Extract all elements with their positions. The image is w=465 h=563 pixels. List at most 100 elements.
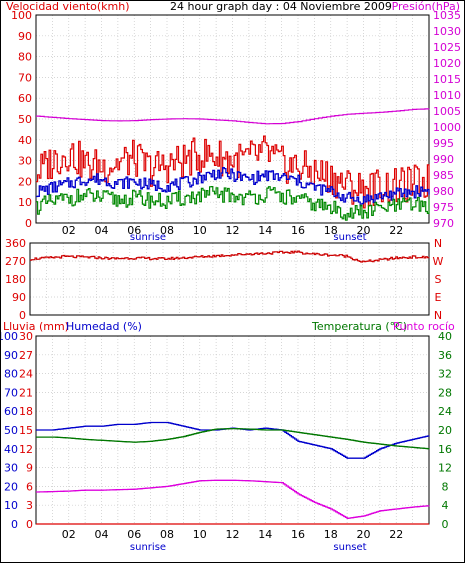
- p2-y-tick-right: N: [434, 237, 442, 250]
- p1-x-tick: 22: [389, 224, 403, 237]
- p3-y-tick-humidity: 10: [4, 499, 18, 512]
- p3-y-tick-right: 8: [442, 480, 449, 493]
- p1-series-m-nima: [36, 186, 430, 221]
- p3-y-tick-right: 16: [438, 443, 452, 456]
- p1-x-tick: 20: [357, 224, 371, 237]
- p1-y-tick-left: 30: [18, 155, 32, 168]
- p3-x-tick: 14: [258, 528, 272, 541]
- p3-y-tick-right: 12: [438, 462, 452, 475]
- p3-y-tick-humidity: 50: [4, 424, 18, 437]
- p1-y-tick-left: 10: [18, 196, 32, 209]
- p1-x-ticks: 02 04 06 08 10 12 14 16 18 20 22: [62, 224, 404, 237]
- p1-series-media: [36, 167, 430, 207]
- p3-series-humedad: [36, 421, 430, 459]
- p3-y-tick-right: 24: [438, 405, 452, 418]
- p3-sunset-label: sunset: [333, 542, 366, 553]
- p3-x-tick: 18: [324, 528, 338, 541]
- p1-series-pressure: [36, 108, 430, 125]
- p1-right-axis-label: Presión(hPa): [392, 0, 460, 13]
- p1-x-tick: 14: [258, 224, 272, 237]
- p2-y-tick-left: 360: [5, 237, 26, 250]
- p2-y-tick-left: 270: [5, 255, 26, 268]
- p1-y-tick-left: 60: [18, 92, 32, 105]
- p3-y-tick-humidity: 80: [4, 368, 18, 381]
- p3-y-tick-rain: 15: [19, 424, 33, 437]
- p2-series: [30, 250, 430, 263]
- p1-frame: [35, 14, 430, 224]
- p3-y-tick-right: 20: [438, 424, 452, 437]
- p3-y-tick-right: 28: [438, 386, 452, 399]
- p1-y-tick-left: 20: [18, 175, 32, 188]
- p1-y-tick-right: 985: [433, 169, 454, 182]
- p3-x-tick: 22: [389, 528, 403, 541]
- p3-x-tick: 12: [226, 528, 240, 541]
- p3-x-tick: 08: [160, 528, 174, 541]
- p3-humidity-axis-label: Humedad (%): [66, 320, 142, 333]
- p3-x-tick: 10: [193, 528, 207, 541]
- p3-series-punto-roc-o: [36, 479, 430, 520]
- p1-y-tick-left: 70: [18, 71, 32, 84]
- p1-y-tick-right: 1010: [433, 89, 461, 102]
- p1-x-tick: 16: [291, 224, 305, 237]
- p1-y-tick-left: 40: [18, 134, 32, 147]
- p1-y-tick-right: 1015: [433, 73, 461, 86]
- p3-y-tick-rain: 6: [26, 480, 33, 493]
- p1-title: 24 hour graph day : 04 Noviembre 2009: [170, 0, 392, 13]
- p1-y-tick-left: 50: [18, 113, 32, 126]
- p1-series-racha: [36, 135, 430, 209]
- p3-y-ticks-right: 0 4 8 12 16 20 24 28 32 36 40: [438, 330, 452, 531]
- p2-y-tick-left: 90: [12, 291, 26, 304]
- p3-y-tick-right: 40: [438, 330, 452, 343]
- p3-x-tick: 06: [127, 528, 141, 541]
- p1-y-tick-right: 990: [433, 153, 454, 166]
- p1-y-tick-left: 90: [18, 30, 32, 43]
- p3-y-tick-humidity: 70: [4, 386, 18, 399]
- p3-y-tick-rain: 30: [19, 330, 33, 343]
- p2-series-direccion: [30, 250, 430, 263]
- p1-x-tick: 12: [226, 224, 240, 237]
- p1-y-tick-right: 1000: [433, 121, 461, 134]
- p1-sunset-label: sunset: [333, 232, 366, 243]
- p3-y-ticks-rain: 0 3 6 9 12 15 18 21 24 27 30: [19, 330, 33, 531]
- p3-y-tick-right: 0: [442, 518, 449, 531]
- p1-y-tick-right: 1020: [433, 57, 461, 70]
- p3-x-tick: 04: [95, 528, 109, 541]
- p1-y-tick-left: 0: [25, 217, 32, 230]
- p3-y-tick-rain: 12: [19, 443, 33, 456]
- p3-y-tick-right: 4: [442, 499, 449, 512]
- p3-y-tick-humidity: 90: [4, 349, 18, 362]
- p3-y-tick-rain: 27: [19, 349, 33, 362]
- p1-sunrise-label: sunrise: [130, 232, 166, 243]
- p1-x-tick: 04: [95, 224, 109, 237]
- p1-y-tick-right: 1030: [433, 25, 461, 38]
- p3-x-ticks: 02 04 06 08 10 12 14 16 18 20 22: [62, 528, 404, 541]
- p3-x-tick: 20: [357, 528, 371, 541]
- p3-sunrise-label: sunrise: [130, 542, 166, 553]
- p3-y-tick-right: 32: [438, 368, 452, 381]
- p3-x-tick: 02: [62, 528, 76, 541]
- p1-y-tick-right: 1025: [433, 41, 461, 54]
- p1-y-tick-right: 980: [433, 185, 454, 198]
- p2-y-tick-left: 180: [5, 273, 26, 286]
- p2-y-tick-right: E: [435, 291, 442, 304]
- p3-y-tick-humidity: 40: [4, 443, 18, 456]
- p1-series: [36, 108, 430, 221]
- p1-y-tick-right: 1005: [433, 105, 461, 118]
- p1-x-tick: 06: [127, 224, 141, 237]
- p3-y-tick-rain: 3: [26, 499, 33, 512]
- p1-y-tick-right: 995: [433, 137, 454, 150]
- p3-y-tick-rain: 9: [26, 462, 33, 475]
- p3-y-tick-humidity: 0: [11, 518, 18, 531]
- p1-x-tick: 02: [62, 224, 76, 237]
- p3-x-tick: 16: [291, 528, 305, 541]
- p1-y-tick-right: 975: [433, 201, 454, 214]
- p2-frame: [29, 242, 430, 316]
- p1-left-axis-label: Velocidad viento(kmh): [6, 0, 130, 13]
- p1-y-tick-right: 1035: [433, 9, 461, 22]
- p1-y-ticks-left: 0 10 20 30 40 50 60 70 80 90 100: [11, 9, 32, 230]
- p2-y-tick-right: W: [433, 255, 444, 268]
- p3-y-tick-rain: 21: [19, 386, 33, 399]
- p3-grid: [36, 335, 429, 525]
- p3-dewpoint-axis-label: Punto rocío: [393, 320, 455, 333]
